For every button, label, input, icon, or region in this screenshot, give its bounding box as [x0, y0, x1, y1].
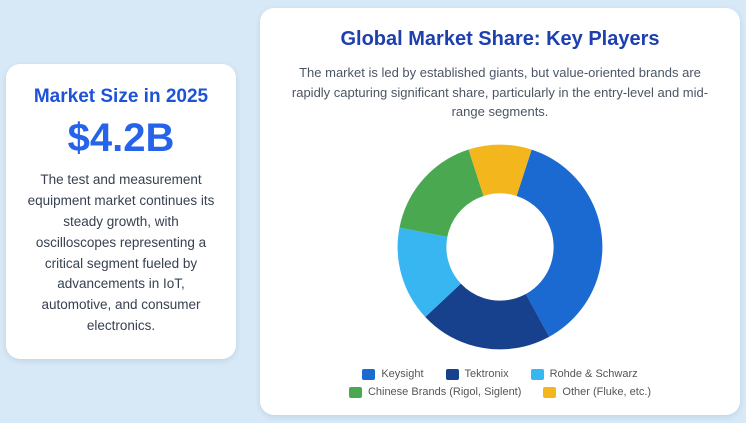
legend-swatch: [543, 386, 557, 398]
legend-swatch: [362, 368, 376, 380]
legend-row: Chinese Brands (Rigol, Siglent) Other (Fl…: [348, 386, 651, 399]
legend-item-tektronix[interactable]: Tektronix: [445, 368, 509, 381]
donut-segment-chinese-brands-rigol-siglent: [397, 144, 603, 350]
chart-legend: Keysight Tektronix Rohde & Schwarz Chinese …: [348, 368, 651, 399]
market-share-title: Global Market Share: Key Players: [340, 28, 660, 50]
legend-item-keysight[interactable]: Keysight: [362, 368, 424, 381]
donut-chart-area: Keysight Tektronix Rohde & Schwarz Chinese …: [284, 126, 716, 404]
legend-item-other-fluke-etc[interactable]: Other (Fluke, etc.): [543, 386, 651, 398]
legend-label: Tektronix: [464, 368, 509, 381]
market-share-subtitle: The market is led by established giants,…: [291, 65, 709, 119]
legend-item-rohde-schwarz[interactable]: Rohde & Schwarz: [530, 368, 638, 381]
market-size-value: $4.2B: [67, 115, 175, 160]
legend-item-chinese-brands-rigol-siglent[interactable]: Chinese Brands (Rigol, Siglent): [348, 386, 522, 399]
legend-swatch: [530, 368, 544, 380]
legend-label: Chinese Brands (Rigol, Siglent): [367, 386, 522, 399]
legend-row: Keysight Tektronix Rohde & Schwarz: [362, 368, 638, 381]
donut-segment-tektronix: [397, 144, 603, 350]
market-size-title: Market Size in 2025: [33, 85, 209, 107]
market-size-description: The test and measurement equipment marke…: [27, 171, 215, 334]
market-share-card: Global Market Share: Key Players The mar…: [260, 8, 740, 415]
donut-chart: [397, 144, 603, 350]
legend-label: Other (Fluke, etc.): [562, 386, 652, 399]
donut-ring: [397, 144, 603, 350]
legend-label: Keysight: [381, 368, 424, 381]
legend-swatch: [445, 368, 459, 380]
legend-swatch: [348, 386, 362, 398]
legend-label: Rohde & Schwarz: [549, 368, 638, 381]
market-size-card: Market Size in 2025 $4.2B The test and m…: [6, 63, 236, 360]
donut-segment-other-fluke-etc: [397, 144, 603, 350]
left-column: Market Size in 2025 $4.2B The test and m…: [6, 8, 236, 415]
